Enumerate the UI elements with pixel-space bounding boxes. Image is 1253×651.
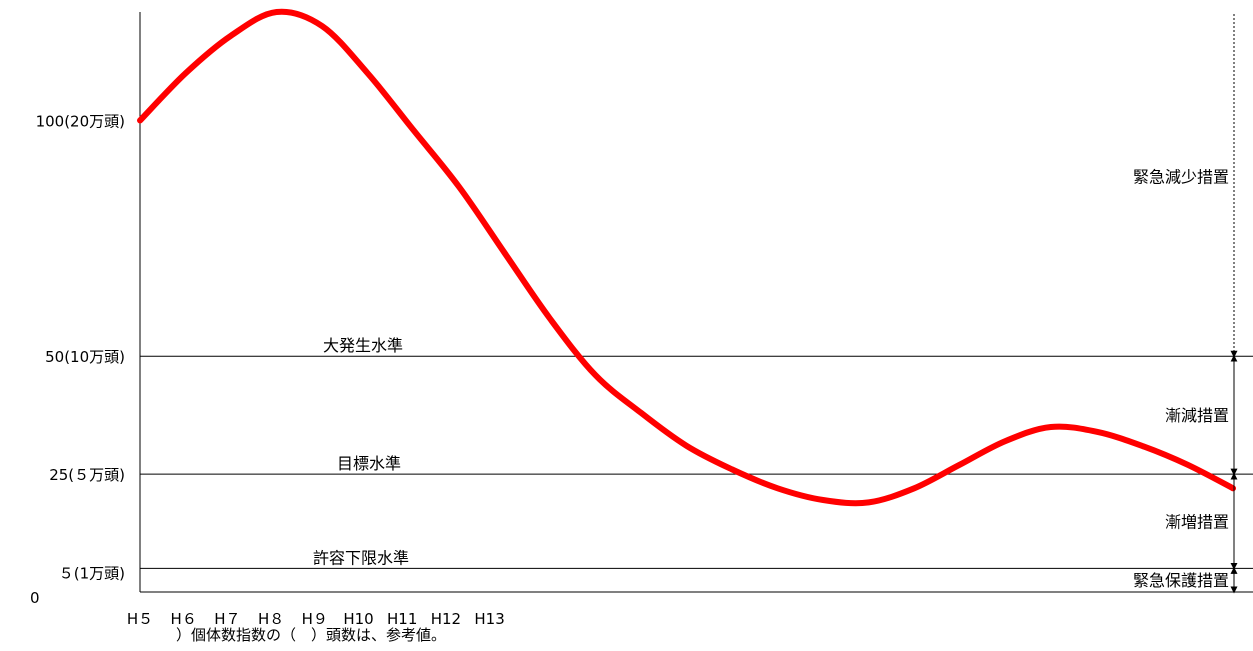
level-label-2: 許容下限水準: [313, 548, 409, 567]
y-tick-label-0: 100(20万頭): [36, 112, 125, 130]
x-tick-label-1: H６: [171, 610, 197, 628]
measure-label-3: 緊急保護措置: [1133, 571, 1229, 590]
level-label-1: 目標水準: [337, 454, 401, 473]
x-tick-label-3: H８: [258, 610, 284, 628]
x-tick-label-0: H５: [127, 610, 153, 628]
measure-label-0: 緊急減少措置: [1133, 167, 1229, 186]
footnote: ）個体数指数の（ ）頭数は、参考値。: [176, 626, 446, 644]
y-tick-label-1: 50(10万頭): [45, 348, 125, 366]
y-tick-label-4: 0: [30, 589, 40, 607]
series: [137, 8, 1236, 507]
x-tick-label-6: H11: [387, 610, 417, 628]
series-line-0: [137, 8, 1236, 507]
x-tick-label-8: H13: [474, 610, 504, 628]
x-tick-labels: H５ H６ H７ H８ H９ H10 H11 H12 H13: [127, 610, 505, 628]
axes: [139, 12, 1253, 593]
x-tick-label-2: H７: [214, 610, 240, 628]
y-tick-labels: 100(20万頭) 50(10万頭) 25(５万頭) ５(1万頭) 0: [30, 112, 125, 607]
x-tick-label-5: H10: [343, 610, 373, 628]
measure-label-2: 漸増措置: [1165, 512, 1229, 531]
x-tick-label-4: H９: [302, 610, 328, 628]
y-tick-label-2: 25(５万頭): [49, 466, 125, 484]
y-tick-label-3: ５(1万頭): [59, 564, 125, 582]
level-label-0: 大発生水準: [323, 336, 403, 355]
x-tick-label-7: H12: [431, 610, 461, 628]
measure-label-1: 漸減措置: [1165, 406, 1229, 425]
